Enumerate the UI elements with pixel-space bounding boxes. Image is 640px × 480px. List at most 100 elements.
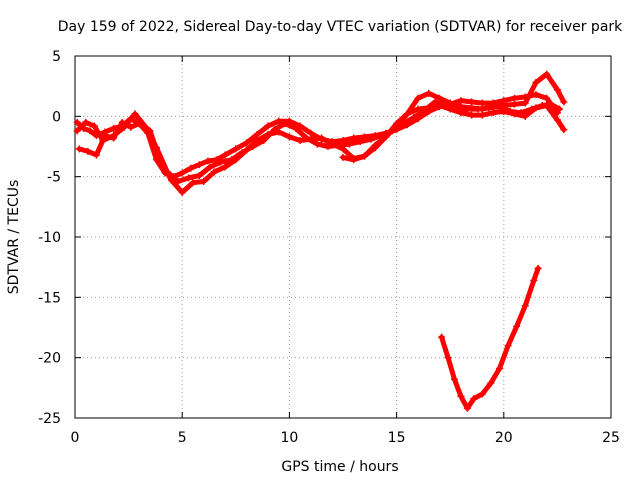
data-point — [318, 134, 326, 142]
data-point — [292, 124, 300, 132]
data-point — [185, 174, 193, 182]
y-tick-label: 0 — [52, 109, 61, 125]
data-point — [470, 395, 478, 403]
data-point — [221, 163, 229, 171]
data-point — [446, 99, 454, 107]
data-point — [425, 89, 433, 97]
y-tick-label: -15 — [38, 290, 61, 306]
data-point — [189, 179, 197, 187]
data-point — [110, 134, 118, 142]
data-point — [532, 91, 540, 99]
x-tick-label: 20 — [495, 430, 513, 446]
data-point — [243, 146, 251, 154]
data-point — [521, 112, 529, 120]
data-point — [478, 111, 486, 119]
data-point — [345, 140, 353, 148]
data-point — [195, 171, 203, 179]
data-point — [178, 169, 186, 177]
data-point — [478, 99, 486, 107]
x-tick-label: 5 — [178, 430, 187, 446]
data-point — [73, 118, 81, 126]
data-point — [253, 136, 261, 144]
data-point — [339, 153, 347, 161]
data-point — [187, 164, 195, 172]
data-point — [457, 103, 465, 111]
data-point — [371, 141, 379, 149]
data-point — [500, 101, 508, 109]
data-point — [217, 158, 225, 166]
y-tick-label: -10 — [38, 230, 61, 246]
data-point — [438, 333, 446, 341]
data-point — [206, 163, 214, 171]
data-point — [489, 103, 497, 111]
data-point — [457, 97, 465, 105]
data-point — [264, 130, 272, 138]
x-tick-label: 10 — [280, 430, 298, 446]
data-point — [367, 135, 375, 143]
data-point — [489, 109, 497, 117]
data-point — [511, 110, 519, 118]
data-point — [195, 161, 203, 169]
data-point — [414, 94, 422, 102]
data-point — [444, 354, 452, 362]
data-point — [543, 70, 551, 78]
data-point — [403, 110, 411, 118]
y-axis-label: SDTVAR / TECUs — [6, 180, 22, 295]
data-point — [560, 126, 568, 134]
data-point — [350, 156, 358, 164]
data-point — [521, 302, 529, 310]
data-point — [487, 379, 495, 387]
x-tick-label: 15 — [388, 430, 406, 446]
data-point — [463, 404, 471, 412]
data-point — [511, 100, 519, 108]
data-point — [553, 116, 561, 124]
axis-ticks: 0 5 10 15 20 25 5 0 -5 -10 -15 -20 -25 — [38, 49, 620, 446]
data-point — [92, 151, 100, 159]
data-point — [350, 134, 358, 142]
data-point — [414, 105, 422, 113]
data-point — [84, 147, 92, 155]
data-point — [118, 118, 126, 126]
data-point — [232, 156, 240, 164]
data-point — [281, 120, 289, 128]
data-point — [157, 158, 165, 166]
series-trace-4 — [339, 101, 568, 164]
data-point — [75, 145, 83, 153]
data-point — [511, 94, 519, 102]
data-point — [178, 188, 186, 196]
y-tick-label: 5 — [52, 49, 61, 65]
data-point — [513, 322, 521, 330]
data-point — [275, 117, 283, 125]
series-line — [439, 265, 541, 411]
data-points — [73, 70, 568, 412]
data-point — [468, 111, 476, 119]
data-point — [446, 105, 454, 113]
data-point — [521, 99, 529, 107]
data-point — [243, 139, 251, 147]
data-point — [478, 105, 486, 113]
data-point — [221, 151, 229, 159]
data-point — [296, 122, 304, 130]
data-point — [307, 135, 315, 143]
data-point — [328, 140, 336, 148]
data-point — [393, 120, 401, 128]
data-point — [560, 98, 568, 106]
data-point — [313, 140, 321, 148]
data-point — [127, 123, 135, 131]
y-tick-label: -25 — [38, 411, 61, 427]
data-point — [73, 127, 81, 135]
x-tick-label: 25 — [602, 430, 620, 446]
data-point — [468, 104, 476, 112]
data-point — [478, 390, 486, 398]
data-point — [90, 122, 98, 130]
x-axis-label: GPS time / hours — [281, 459, 398, 475]
data-point — [410, 114, 418, 122]
data-point — [543, 101, 551, 109]
data-point — [296, 136, 304, 144]
data-point — [146, 127, 154, 135]
data-point — [553, 86, 561, 94]
data-point — [360, 152, 368, 160]
x-tick-label: 0 — [71, 430, 80, 446]
